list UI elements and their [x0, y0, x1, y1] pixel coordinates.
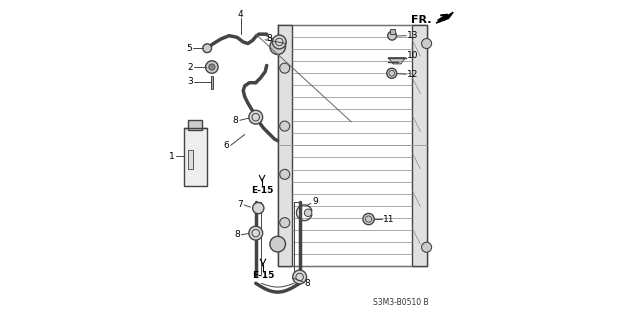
Text: S3M3-B0510 B: S3M3-B0510 B — [372, 298, 428, 307]
Text: 4: 4 — [238, 10, 243, 19]
Text: 9: 9 — [312, 197, 318, 206]
Circle shape — [273, 35, 286, 49]
Text: 11: 11 — [383, 215, 394, 224]
Bar — [188, 150, 193, 169]
Polygon shape — [436, 12, 453, 23]
Circle shape — [305, 209, 312, 217]
Bar — [278, 25, 292, 266]
Text: 10: 10 — [407, 51, 419, 60]
Circle shape — [270, 39, 285, 55]
Circle shape — [280, 169, 290, 179]
Circle shape — [280, 121, 290, 131]
Circle shape — [203, 44, 212, 53]
Text: 6: 6 — [223, 141, 229, 150]
Text: FR.: FR. — [411, 15, 431, 25]
Text: E-15: E-15 — [252, 271, 274, 280]
Text: 1: 1 — [170, 152, 175, 161]
Circle shape — [209, 64, 215, 70]
Text: 2: 2 — [188, 63, 193, 71]
Text: 8: 8 — [234, 230, 240, 239]
Circle shape — [205, 61, 218, 73]
Circle shape — [270, 236, 285, 252]
Polygon shape — [388, 58, 406, 64]
Text: 3: 3 — [188, 77, 193, 86]
Bar — [188, 120, 202, 130]
Circle shape — [388, 31, 397, 40]
Text: 5: 5 — [186, 44, 192, 53]
Text: 8: 8 — [305, 279, 310, 288]
Circle shape — [422, 39, 431, 48]
Text: 13: 13 — [407, 31, 419, 40]
Circle shape — [280, 63, 290, 73]
Circle shape — [292, 270, 307, 284]
Circle shape — [387, 68, 397, 78]
Circle shape — [422, 242, 431, 252]
Bar — [390, 29, 395, 34]
Bar — [211, 77, 213, 89]
Bar — [412, 25, 427, 266]
Text: 8: 8 — [267, 34, 273, 43]
Bar — [184, 128, 207, 186]
Circle shape — [249, 226, 262, 240]
Text: 7: 7 — [237, 200, 243, 210]
Circle shape — [280, 218, 290, 228]
Circle shape — [363, 213, 374, 225]
Text: 12: 12 — [407, 70, 419, 79]
Circle shape — [249, 110, 262, 124]
Text: E-15: E-15 — [251, 186, 273, 195]
Circle shape — [253, 203, 264, 214]
Text: 8: 8 — [233, 116, 239, 125]
